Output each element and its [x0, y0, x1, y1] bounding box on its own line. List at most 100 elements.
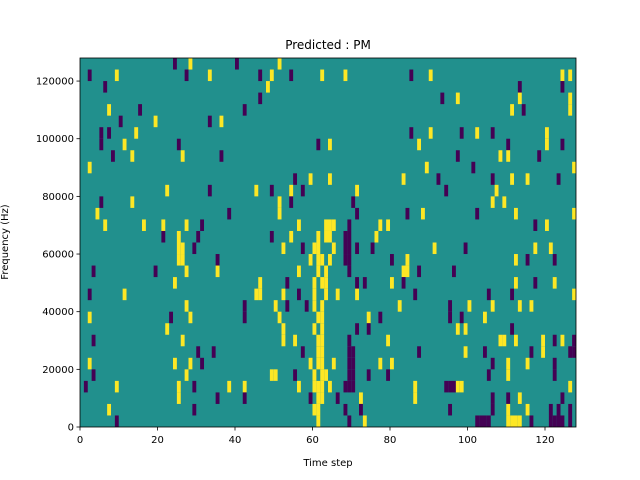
heatmap-cell — [560, 392, 565, 404]
heatmap-cell — [413, 392, 418, 404]
y-tick-label: 60000 — [42, 250, 74, 261]
heatmap-cell — [541, 346, 546, 358]
heatmap-cell — [343, 242, 348, 255]
heatmap-cell — [308, 173, 313, 185]
heatmap-cell — [308, 254, 313, 266]
heatmap-cell — [355, 277, 360, 289]
heatmap-cell — [192, 380, 197, 393]
heatmap-cell — [184, 369, 189, 381]
heatmap-cell — [378, 311, 383, 324]
heatmap-cell — [545, 127, 549, 139]
heatmap-cell — [242, 300, 247, 312]
heatmap-cell — [417, 265, 422, 278]
heatmap-cell — [320, 346, 325, 358]
heatmap-cell — [347, 415, 352, 427]
heatmap-cell — [359, 403, 363, 416]
heatmap-cell — [180, 242, 185, 255]
heatmap-cell — [525, 254, 530, 266]
heatmap-cell — [99, 196, 104, 208]
heatmap-cell — [510, 415, 515, 427]
heatmap-cell — [343, 230, 348, 243]
heatmap-cell — [386, 219, 391, 231]
heatmap-cell — [258, 69, 263, 82]
heatmap-cell — [281, 288, 286, 301]
heatmap-cell — [215, 265, 220, 278]
heatmap-cell — [572, 161, 577, 174]
heatmap-cell — [184, 265, 189, 278]
heatmap-cell — [560, 415, 565, 427]
heatmap-cell — [312, 300, 317, 312]
heatmap-cell — [320, 254, 325, 266]
heatmap-cell — [413, 288, 418, 301]
heatmap-cell — [459, 380, 464, 393]
heatmap-cell — [498, 150, 503, 162]
heatmap-cell — [533, 219, 538, 231]
heatmap-cell — [455, 323, 460, 335]
heatmap-cell — [459, 127, 464, 139]
y-tick-label: 120000 — [36, 77, 74, 88]
heatmap-cell — [405, 265, 410, 278]
heatmap-cell — [130, 150, 135, 162]
heatmap-cell — [122, 138, 127, 151]
heatmap-cell — [552, 357, 557, 370]
heatmap-cell — [316, 403, 321, 416]
heatmap-cell — [320, 380, 325, 393]
heatmap-cell — [568, 415, 573, 427]
heatmap-cell — [514, 334, 518, 347]
heatmap-cell — [91, 334, 96, 347]
heatmap-cell — [169, 311, 174, 324]
heatmap-cell — [165, 323, 170, 335]
heatmap-cell — [227, 207, 232, 220]
heatmap-cell — [421, 207, 425, 220]
heatmap-cell — [517, 92, 522, 105]
heatmap-cell — [118, 115, 123, 128]
heatmap-cell — [486, 415, 491, 427]
x-tick-label: 120 — [535, 435, 554, 446]
heatmap-cell — [351, 346, 356, 358]
heatmap-cell — [521, 104, 526, 116]
heatmap-cell — [467, 300, 472, 312]
heatmap-cell — [448, 403, 453, 416]
heatmap-cell — [331, 357, 336, 370]
heatmap-cell — [417, 346, 422, 358]
heatmap-cell — [362, 415, 367, 427]
heatmap-cell — [130, 196, 135, 208]
heatmap-cell — [242, 104, 247, 116]
heatmap-cell — [258, 277, 263, 289]
heatmap-cell — [355, 184, 360, 197]
heatmap-cell — [366, 323, 371, 335]
heatmap-cell — [428, 127, 433, 139]
heatmap-cell — [297, 219, 301, 231]
heatmap-cell — [316, 242, 321, 255]
heatmap-cell — [138, 104, 143, 116]
plot-area — [79, 57, 577, 428]
heatmap-cell — [134, 127, 139, 139]
heatmap-cell — [87, 311, 92, 324]
x-tick-label: 20 — [151, 435, 164, 446]
heatmap-cell — [541, 334, 546, 347]
heatmap-cell — [176, 392, 181, 404]
heatmap-cell — [490, 300, 495, 312]
heatmap-cell — [475, 127, 480, 139]
heatmap-cell — [490, 403, 495, 416]
heatmap-cell — [316, 265, 321, 278]
heatmap-cell — [316, 138, 321, 151]
heatmap-cell — [374, 230, 379, 243]
heatmap-cell — [498, 334, 503, 347]
heatmap-cell — [529, 415, 534, 427]
plot-frame — [79, 57, 577, 428]
heatmap-cell — [452, 265, 456, 278]
heatmap-cell — [153, 115, 158, 128]
heatmap-cell — [537, 150, 542, 162]
heatmap-cell — [343, 69, 348, 82]
heatmap-cell — [211, 346, 216, 358]
heatmap-cell — [176, 230, 181, 243]
heatmap-cell — [161, 230, 166, 243]
heatmap-cell — [510, 173, 515, 185]
heatmap-cell — [277, 196, 282, 208]
heatmap-cell — [545, 138, 549, 151]
heatmap-cell — [173, 277, 177, 289]
heatmap-cell — [219, 115, 224, 128]
heatmap-cell — [316, 311, 321, 324]
heatmap-cell — [316, 357, 321, 370]
